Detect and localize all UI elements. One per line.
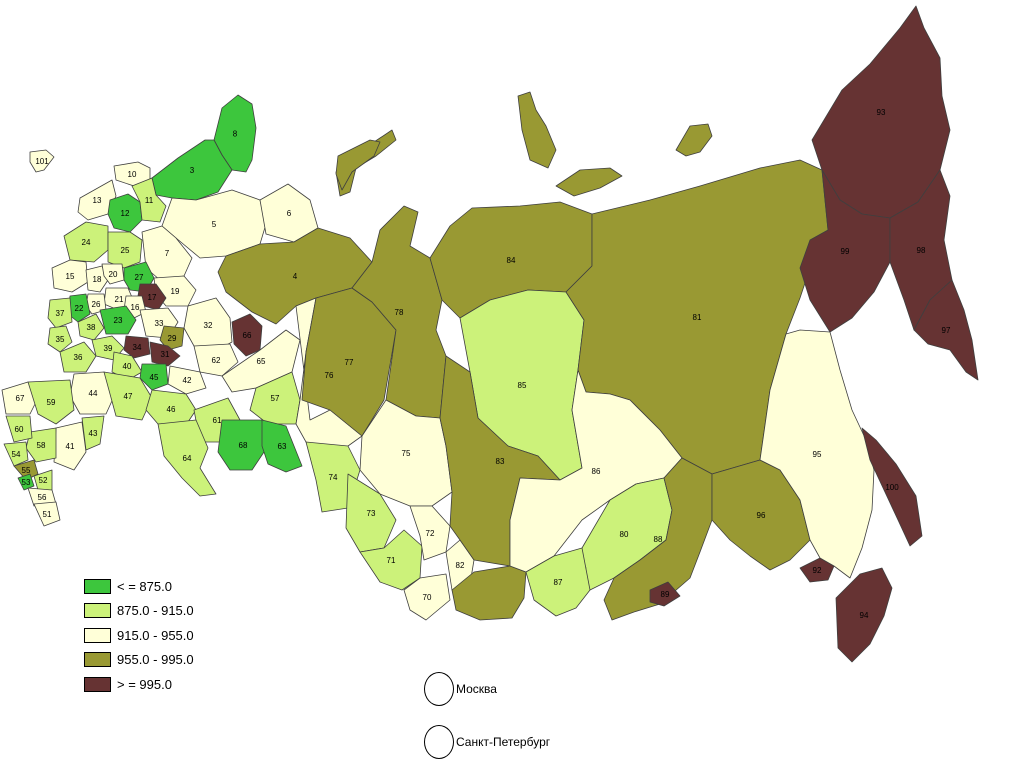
region-55[interactable] [13,459,39,481]
region-54[interactable] [3,441,29,467]
city-spb-label: Санкт-Петербург [456,735,551,749]
city-spb-marker[interactable]: Санкт-Петербург [424,725,550,759]
region-101[interactable] [29,149,55,173]
legend-swatch [84,627,111,643]
legend-label: > = 995.0 [117,676,172,692]
region-53[interactable] [17,473,35,491]
legend-item: 955.0 - 995.0 [84,648,284,673]
city-moscow-label: Москва [456,682,497,696]
region-67[interactable] [1,381,39,415]
region-45[interactable] [139,363,169,391]
region-62[interactable] [193,343,239,377]
region-37[interactable] [47,297,73,329]
legend: < = 875.0 875.0 - 915.0 915.0 - 955.0 955.0… [84,574,284,697]
region-81[interactable] [335,139,381,191]
region-89[interactable] [649,581,681,607]
region-29[interactable] [159,325,185,351]
region-42[interactable] [167,365,207,395]
legend-swatch [84,676,111,692]
city-moscow-circle [424,672,454,706]
region-70[interactable] [403,573,451,621]
region-81[interactable] [555,167,623,197]
region-100[interactable] [861,427,923,547]
region-23[interactable] [99,305,137,335]
region-68[interactable] [217,419,269,471]
region-25[interactable] [107,231,143,269]
legend-label: < = 875.0 [117,578,172,594]
legend-item: 875.0 - 915.0 [84,599,284,624]
region-31[interactable] [149,341,181,367]
region-65[interactable] [221,329,301,393]
region-34[interactable] [123,335,151,359]
region-12[interactable] [107,193,143,233]
region-84[interactable] [517,91,557,169]
regions-layer [1,5,979,663]
region-59[interactable] [27,379,75,425]
city-spb-circle [424,725,454,759]
region-15[interactable] [51,259,89,293]
city-moscow-marker[interactable]: Москва [424,672,497,706]
region-35[interactable] [47,325,73,353]
region-40[interactable] [111,351,143,381]
region-24[interactable] [63,221,109,263]
region-86[interactable] [509,369,683,573]
region-18[interactable] [85,265,109,293]
region-71[interactable] [359,529,423,591]
legend-item: > = 995.0 [84,672,284,697]
region-97[interactable] [913,279,979,381]
region-64[interactable] [157,419,217,497]
region-94[interactable] [835,567,893,663]
region-41[interactable] [53,421,87,471]
region-51[interactable] [33,501,61,527]
legend-swatch [84,578,111,594]
region-38[interactable] [77,313,105,341]
region-99[interactable] [799,169,891,333]
legend-label: 875.0 - 915.0 [117,603,194,619]
region-95[interactable] [759,329,875,579]
region-81[interactable] [675,123,713,157]
legend-item: 915.0 - 955.0 [84,623,284,648]
region-66[interactable] [231,313,263,357]
legend-item: < = 875.0 [84,574,284,599]
region-87[interactable] [525,547,591,617]
region-3[interactable] [151,139,233,201]
region-11[interactable] [131,177,167,223]
region-36[interactable] [59,341,97,373]
region-92[interactable] [799,557,835,583]
region-20[interactable] [101,263,125,285]
region-60[interactable] [5,415,33,443]
region-78[interactable] [351,205,447,419]
legend-label: 955.0 - 995.0 [117,652,194,668]
region-81[interactable] [451,565,527,621]
legend-swatch [84,652,111,668]
region-63[interactable] [261,419,303,473]
legend-label: 915.0 - 955.0 [117,627,194,643]
legend-swatch [84,603,111,619]
